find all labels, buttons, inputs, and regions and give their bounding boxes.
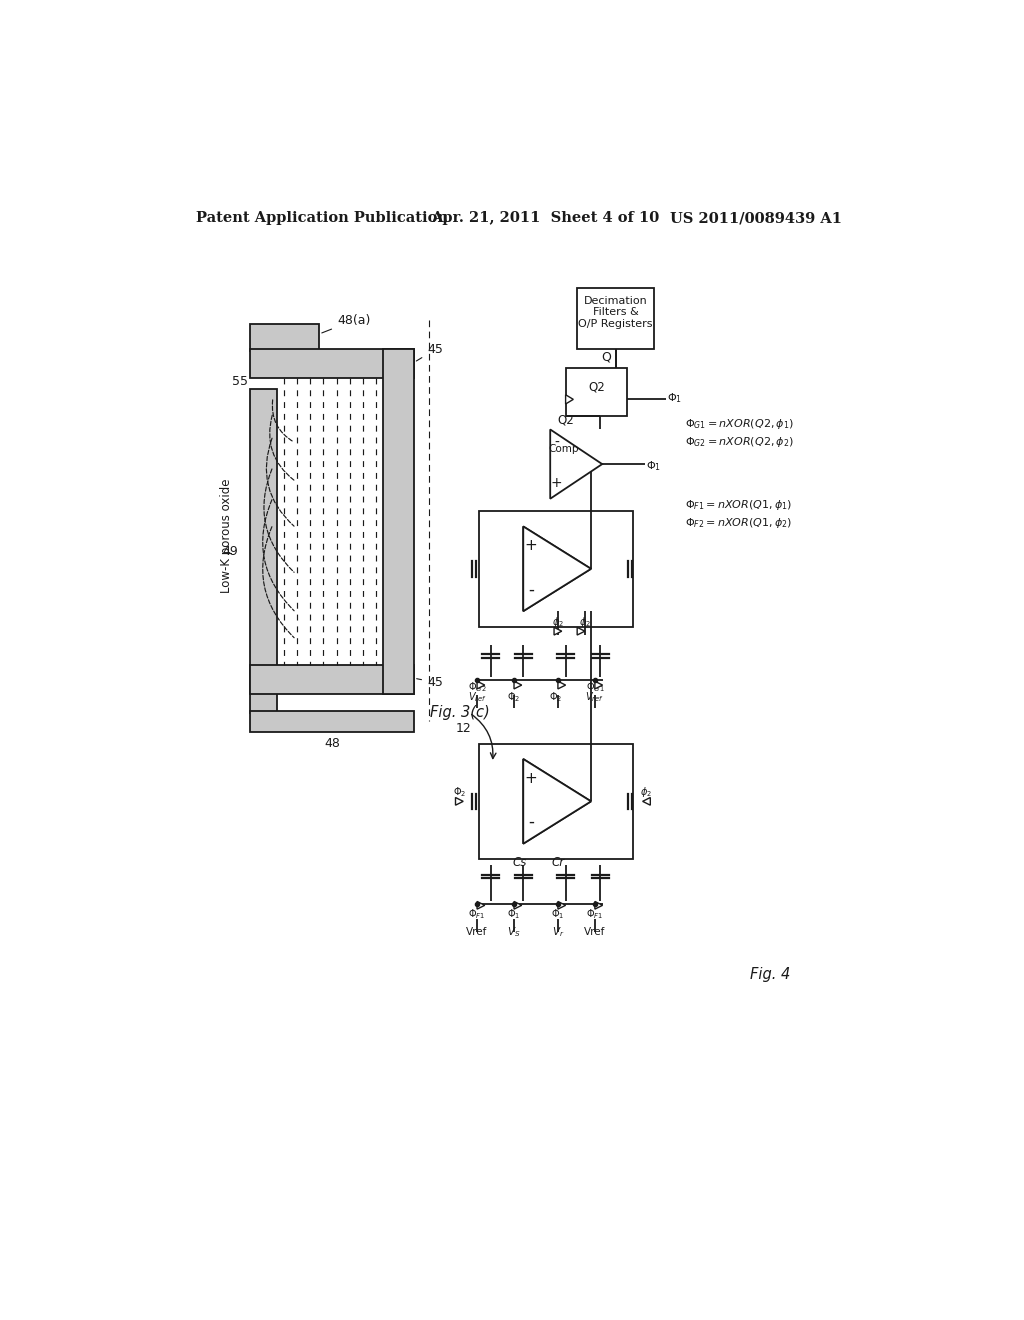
Polygon shape xyxy=(250,665,414,693)
Polygon shape xyxy=(558,681,565,689)
Polygon shape xyxy=(643,797,650,805)
Text: Q2: Q2 xyxy=(588,380,605,393)
Text: Vref: Vref xyxy=(584,927,605,937)
Text: -: - xyxy=(528,813,534,832)
Polygon shape xyxy=(250,711,414,733)
Text: Vref: Vref xyxy=(466,927,487,937)
Text: O/P Registers: O/P Registers xyxy=(579,319,653,329)
Text: Fig. 4: Fig. 4 xyxy=(750,968,790,982)
Text: $\Phi_{F1}=nXOR(Q1,\phi_1)$: $\Phi_{F1}=nXOR(Q1,\phi_1)$ xyxy=(685,498,793,512)
Polygon shape xyxy=(523,527,591,611)
Text: $\phi_2$: $\phi_2$ xyxy=(552,615,564,628)
Text: 12: 12 xyxy=(456,722,471,735)
Polygon shape xyxy=(523,527,591,611)
Text: $V_S$: $V_S$ xyxy=(507,925,521,939)
Text: Q2: Q2 xyxy=(557,413,574,426)
Polygon shape xyxy=(478,743,634,859)
Polygon shape xyxy=(514,681,521,689)
Polygon shape xyxy=(477,902,484,909)
Text: 49: 49 xyxy=(222,545,239,557)
Polygon shape xyxy=(565,395,573,404)
Text: -: - xyxy=(528,581,534,598)
Text: $V_{ref}$: $V_{ref}$ xyxy=(586,690,604,704)
Polygon shape xyxy=(477,681,484,689)
Polygon shape xyxy=(478,511,634,627)
Polygon shape xyxy=(250,350,414,378)
Text: 45: 45 xyxy=(417,343,443,360)
Text: -: - xyxy=(554,437,559,450)
Text: $V_{ref}$: $V_{ref}$ xyxy=(468,690,486,704)
Polygon shape xyxy=(250,389,276,713)
Text: Q: Q xyxy=(601,351,611,363)
Text: $\Phi_{F2}=nXOR(Q1,\phi_2)$: $\Phi_{F2}=nXOR(Q1,\phi_2)$ xyxy=(685,516,793,529)
Polygon shape xyxy=(554,627,562,635)
Text: $\Phi_1$: $\Phi_1$ xyxy=(668,391,682,405)
Polygon shape xyxy=(523,759,591,843)
Text: $\Phi_{F1}$: $\Phi_{F1}$ xyxy=(586,908,603,921)
Text: $\Phi_2$: $\Phi_2$ xyxy=(453,785,466,799)
Text: US 2011/0089439 A1: US 2011/0089439 A1 xyxy=(670,211,842,226)
Text: Cr: Cr xyxy=(551,857,564,870)
Text: Low-K porous oxide: Low-K porous oxide xyxy=(220,478,233,593)
Text: Fig. 3(c): Fig. 3(c) xyxy=(430,705,490,721)
Polygon shape xyxy=(523,759,591,843)
Text: $\Phi_2$: $\Phi_2$ xyxy=(549,690,562,704)
Text: $\Phi_{G1}$: $\Phi_{G1}$ xyxy=(586,681,604,694)
Text: 45: 45 xyxy=(417,676,443,689)
Text: +: + xyxy=(524,771,538,785)
Polygon shape xyxy=(550,429,602,499)
Text: $\Phi_{G2}=nXOR(Q2,\phi_2)$: $\Phi_{G2}=nXOR(Q2,\phi_2)$ xyxy=(685,434,794,449)
Text: +: + xyxy=(551,477,562,490)
Text: 48(a): 48(a) xyxy=(322,314,371,333)
Text: Filters &: Filters & xyxy=(593,308,639,317)
Text: -: - xyxy=(528,813,534,832)
Text: Patent Application Publication: Patent Application Publication xyxy=(196,211,449,226)
Polygon shape xyxy=(514,902,521,909)
Polygon shape xyxy=(595,902,602,909)
Text: -: - xyxy=(528,581,534,598)
Polygon shape xyxy=(565,368,628,416)
Text: 48: 48 xyxy=(325,737,340,750)
Text: $V_r$: $V_r$ xyxy=(552,925,564,939)
Text: Decimation: Decimation xyxy=(584,296,647,306)
Text: $\Phi_1$: $\Phi_1$ xyxy=(646,459,662,473)
Text: +: + xyxy=(524,771,538,785)
Polygon shape xyxy=(578,288,654,350)
Polygon shape xyxy=(595,681,602,689)
Text: 55: 55 xyxy=(232,375,249,388)
Text: +: + xyxy=(524,539,538,553)
Text: $\Phi_{G2}$: $\Phi_{G2}$ xyxy=(468,681,486,694)
Text: +: + xyxy=(524,539,538,553)
Text: Apr. 21, 2011  Sheet 4 of 10: Apr. 21, 2011 Sheet 4 of 10 xyxy=(431,211,659,226)
Text: $\Phi_1$: $\Phi_1$ xyxy=(507,908,521,921)
Polygon shape xyxy=(558,902,565,909)
Text: $\phi_2$: $\phi_2$ xyxy=(640,785,652,799)
Text: $\phi_2$: $\phi_2$ xyxy=(579,615,591,628)
Text: $\Phi_1$: $\Phi_1$ xyxy=(551,908,564,921)
Text: Comp: Comp xyxy=(549,444,580,454)
Polygon shape xyxy=(250,323,319,351)
Text: $\Phi_{F1}$: $\Phi_{F1}$ xyxy=(468,908,485,921)
Text: Cs: Cs xyxy=(512,857,526,870)
Text: $\Phi_2$: $\Phi_2$ xyxy=(507,690,520,704)
Polygon shape xyxy=(383,350,414,693)
Polygon shape xyxy=(456,797,463,805)
Polygon shape xyxy=(578,627,585,635)
Text: $\Phi_{G1}=nXOR(Q2,\phi_1)$: $\Phi_{G1}=nXOR(Q2,\phi_1)$ xyxy=(685,417,794,432)
